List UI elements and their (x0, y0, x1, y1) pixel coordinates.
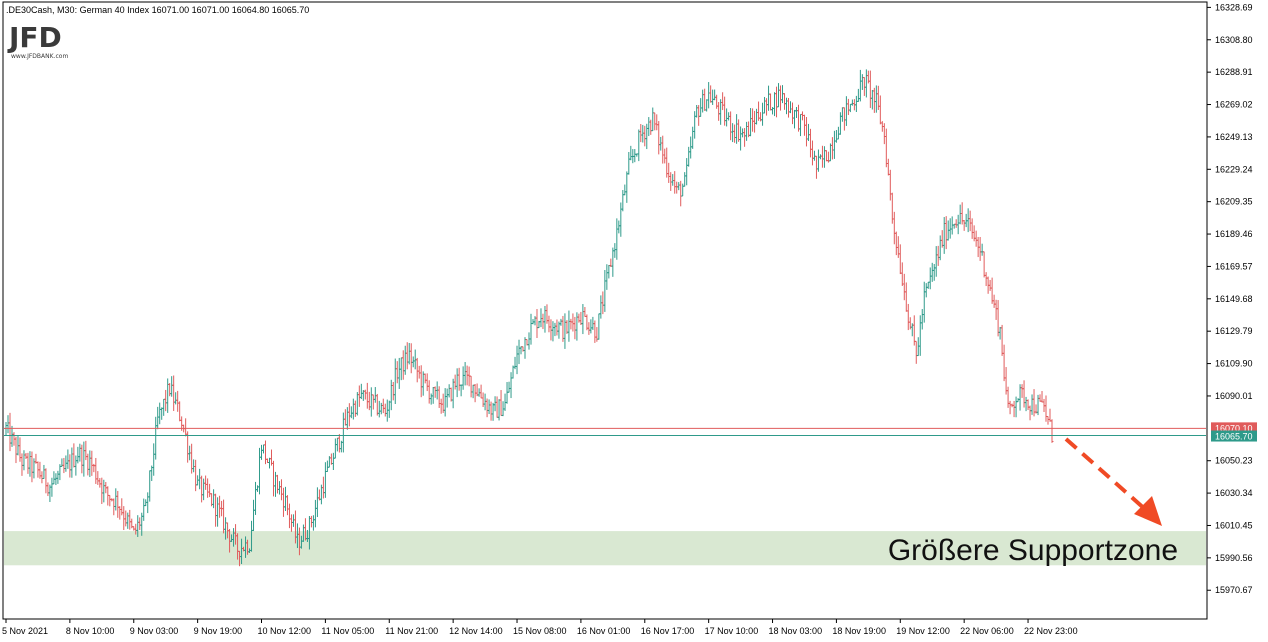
logo-text: JFD (7, 21, 62, 54)
price-axis: 16328.69 16308.80 16288.91 16269.02 16249.13… (1207, 2, 1253, 595)
y-tick-label: 16149.68 (1215, 294, 1253, 304)
support-zone-label: Größere Supportzone (888, 534, 1178, 567)
x-tick-label: 5 Nov 2021 (2, 626, 48, 636)
x-tick-label: 18 Nov 19:00 (832, 626, 886, 636)
x-tick-label: 18 Nov 03:00 (769, 626, 823, 636)
y-tick-label: 16209.35 (1215, 197, 1253, 207)
y-tick-label: 16269.02 (1215, 100, 1253, 110)
y-tick-label: 16010.45 (1215, 520, 1253, 530)
x-tick-label: 22 Nov 06:00 (960, 626, 1014, 636)
price-label-box (1211, 430, 1257, 442)
y-tick-label: 16109.90 (1215, 359, 1253, 369)
x-tick-label: 9 Nov 03:00 (130, 626, 179, 636)
price-label: 16070.10 (1215, 423, 1253, 433)
y-tick-label: 16308.80 (1215, 35, 1253, 45)
x-tick-label: 11 Nov 05:00 (321, 626, 374, 636)
candle (1050, 419, 1054, 443)
x-tick-label: 10 Nov 12:00 (258, 626, 312, 636)
timeframe-label: M30 (57, 5, 75, 15)
x-tick-label: 17 Nov 10:00 (705, 626, 759, 636)
x-tick-label: 15 Nov 08:00 (513, 626, 567, 636)
y-tick-label: 16328.69 (1215, 2, 1253, 12)
y-tick-label: 16090.01 (1215, 391, 1253, 401)
jfd-logo: JFD www.JFDBANK.com (7, 21, 68, 60)
price-label-box (1211, 422, 1257, 434)
time-axis: 5 Nov 2021 8 Nov 10:00 9 Nov 03:00 9 Nov 19… (2, 619, 1078, 636)
support-zone (4, 531, 1206, 566)
y-tick-label: 16169.57 (1215, 261, 1253, 271)
x-tick-label: 12 Nov 14:00 (449, 626, 503, 636)
logo-url: www.JFDBANK.com (11, 53, 68, 60)
symbol-label: .DE30Cash (6, 5, 52, 15)
instrument-name: German 40 Index (80, 5, 150, 15)
x-tick-label: 9 Nov 19:00 (194, 626, 243, 636)
chart-header: .DE30Cash, M30: German 40 Index 16071.00… (6, 5, 309, 15)
y-tick-label: 15990.56 (1215, 553, 1253, 563)
ohlc-values: 16071.00 16071.00 16064.80 16065.70 (152, 5, 310, 15)
y-tick-label: 16189.46 (1215, 229, 1253, 239)
x-tick-label: 16 Nov 17:00 (641, 626, 695, 636)
x-tick-label: 16 Nov 01:00 (577, 626, 631, 636)
y-tick-label: 15970.67 (1215, 585, 1253, 595)
price-label: 16065.70 (1215, 432, 1253, 442)
x-tick-label: 11 Nov 21:00 (385, 626, 438, 636)
y-tick-label: 16129.79 (1215, 326, 1253, 336)
down-arrow-icon (1064, 437, 1162, 526)
y-tick-label: 16030.34 (1215, 488, 1253, 498)
candlestick-series (4, 69, 1054, 567)
x-tick-label: 8 Nov 10:00 (66, 626, 115, 636)
x-tick-label: 22 Nov 23:00 (1024, 626, 1078, 636)
y-tick-label: 16288.91 (1215, 67, 1253, 77)
y-tick-label: 16229.24 (1215, 164, 1253, 174)
x-tick-label: 19 Nov 12:00 (896, 626, 950, 636)
y-tick-label: 16050.23 (1215, 456, 1253, 466)
y-tick-label: 16249.13 (1215, 132, 1253, 142)
